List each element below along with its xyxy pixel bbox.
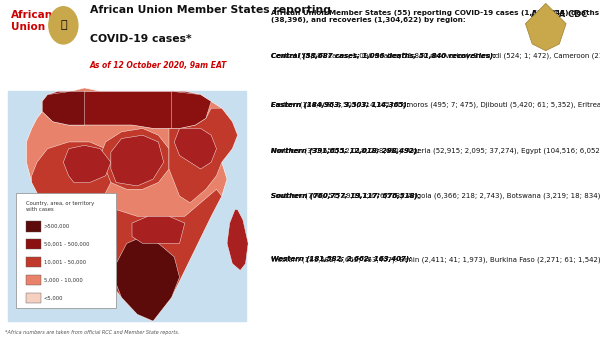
Bar	[26, 221, 41, 232]
Bar	[26, 275, 41, 285]
Text: Southern (760,757; 19,117; 676,518): Angola (6,366; 218; 2,743), Botswana (3,219: Southern (760,757; 19,117; 676,518): Ang…	[271, 193, 600, 199]
Text: 10,001 - 50,000: 10,001 - 50,000	[44, 260, 86, 264]
Text: Central (58,687 cases; 1,096 deaths; 51,840 recoveries): Burundi (524; 1; 472), : Central (58,687 cases; 1,096 deaths; 51,…	[271, 52, 600, 59]
Text: 🌍: 🌍	[60, 20, 67, 30]
Polygon shape	[169, 108, 238, 203]
Polygon shape	[172, 91, 211, 128]
Text: African Union Member States reporting: African Union Member States reporting	[90, 5, 331, 15]
Polygon shape	[42, 91, 206, 128]
Text: Northern (391,655; 12,018; 298,492):: Northern (391,655; 12,018; 298,492):	[271, 147, 420, 154]
Polygon shape	[116, 237, 179, 321]
Text: African Union Member States (55) reporting COVID-19 cases (1,577,644) deaths
(38: African Union Member States (55) reporti…	[271, 10, 599, 23]
Text: Southern (760,757; 19,117; 676,518):: Southern (760,757; 19,117; 676,518):	[271, 193, 421, 199]
Text: As of 12 October 2020, 9am EAT: As of 12 October 2020, 9am EAT	[90, 61, 227, 70]
Text: Eastern (184,963; 3,503; 114,365): Comoros (495; 7; 475), Djibouti (5,420; 61; 5: Eastern (184,963; 3,503; 114,365): Comor…	[271, 101, 600, 108]
Polygon shape	[526, 3, 566, 51]
Bar	[26, 293, 41, 303]
Text: Central (58,687 cases; 1,096 deaths; 51,840 recoveries): Burundi (524; 1; 472), : Central (58,687 cases; 1,096 deaths; 51,…	[271, 52, 600, 59]
Bar	[26, 257, 41, 267]
Polygon shape	[111, 135, 164, 186]
Text: Northern (391,655; 12,018; 298,492):: Northern (391,655; 12,018; 298,492):	[271, 147, 420, 154]
Polygon shape	[74, 189, 222, 321]
Polygon shape	[26, 88, 238, 321]
Bar	[8, 91, 245, 321]
Text: 50,001 - 500,000: 50,001 - 500,000	[44, 242, 89, 246]
Text: Central (58,687 cases; 1,096 deaths; 51,840 recoveries):: Central (58,687 cases; 1,096 deaths; 51,…	[271, 52, 496, 59]
Text: Northern (391,655; 12,018; 298,492): Algeria (52,915; 2,095; 37,274), Egypt (104: Northern (391,655; 12,018; 298,492): Alg…	[271, 147, 600, 153]
Text: Eastern (184,963; 3,503; 114,365):: Eastern (184,963; 3,503; 114,365):	[271, 101, 410, 108]
Polygon shape	[32, 142, 116, 223]
Text: 5,000 - 10,000: 5,000 - 10,000	[44, 277, 83, 282]
Text: COVID-19 cases*: COVID-19 cases*	[90, 34, 191, 44]
Bar	[26, 239, 41, 249]
Polygon shape	[227, 210, 248, 270]
Polygon shape	[100, 128, 169, 189]
Text: >500,000: >500,000	[44, 224, 70, 228]
Text: Western (181,582; 2,662; 163,407): Benin (2,411; 41; 1,973), Burkina Faso (2,271: Western (181,582; 2,662; 163,407): Benin…	[271, 255, 600, 263]
Circle shape	[49, 7, 78, 44]
Text: AFRICA CDC: AFRICA CDC	[531, 10, 587, 19]
Text: Country, area, or territory
with cases: Country, area, or territory with cases	[26, 201, 95, 212]
Polygon shape	[85, 230, 116, 277]
Polygon shape	[64, 145, 111, 183]
Polygon shape	[174, 128, 217, 169]
Text: Western (181,582; 2,662; 163,407):: Western (181,582; 2,662; 163,407):	[271, 255, 412, 262]
Text: Southern (760,757; 19,117; 676,518):: Southern (760,757; 19,117; 676,518):	[271, 193, 421, 199]
Text: Eastern (184,963; 3,503; 114,365): Comoros (495; 7; 475), Djibouti (5,420; 61; 5: Eastern (184,963; 3,503; 114,365): Comor…	[271, 101, 600, 108]
Text: <5,000: <5,000	[44, 295, 64, 300]
Text: Northern (391,655; 12,018; 298,492): Algeria (52,915; 2,095; 37,274), Egypt (104: Northern (391,655; 12,018; 298,492): Alg…	[271, 147, 600, 153]
Text: Western (181,582; 2,662; 163,407): Benin (2,411; 41; 1,973), Burkina Faso (2,271: Western (181,582; 2,662; 163,407): Benin…	[271, 255, 600, 263]
Text: Western (181,582; 2,662; 163,407):: Western (181,582; 2,662; 163,407):	[271, 255, 412, 262]
Text: Central (58,687 cases; 1,096 deaths; 51,840 recoveries):: Central (58,687 cases; 1,096 deaths; 51,…	[271, 52, 496, 59]
Text: Southern (760,757; 19,117; 676,518): Angola (6,366; 218; 2,743), Botswana (3,219: Southern (760,757; 19,117; 676,518): Ang…	[271, 193, 600, 199]
Bar	[16, 193, 116, 308]
Text: Eastern (184,963; 3,503; 114,365):: Eastern (184,963; 3,503; 114,365):	[271, 101, 410, 108]
Text: *Africa numbers are taken from official RCC and Member State reports.: *Africa numbers are taken from official …	[5, 330, 179, 335]
Polygon shape	[42, 91, 85, 125]
Polygon shape	[132, 216, 185, 243]
Text: African
Union: African Union	[11, 10, 53, 32]
